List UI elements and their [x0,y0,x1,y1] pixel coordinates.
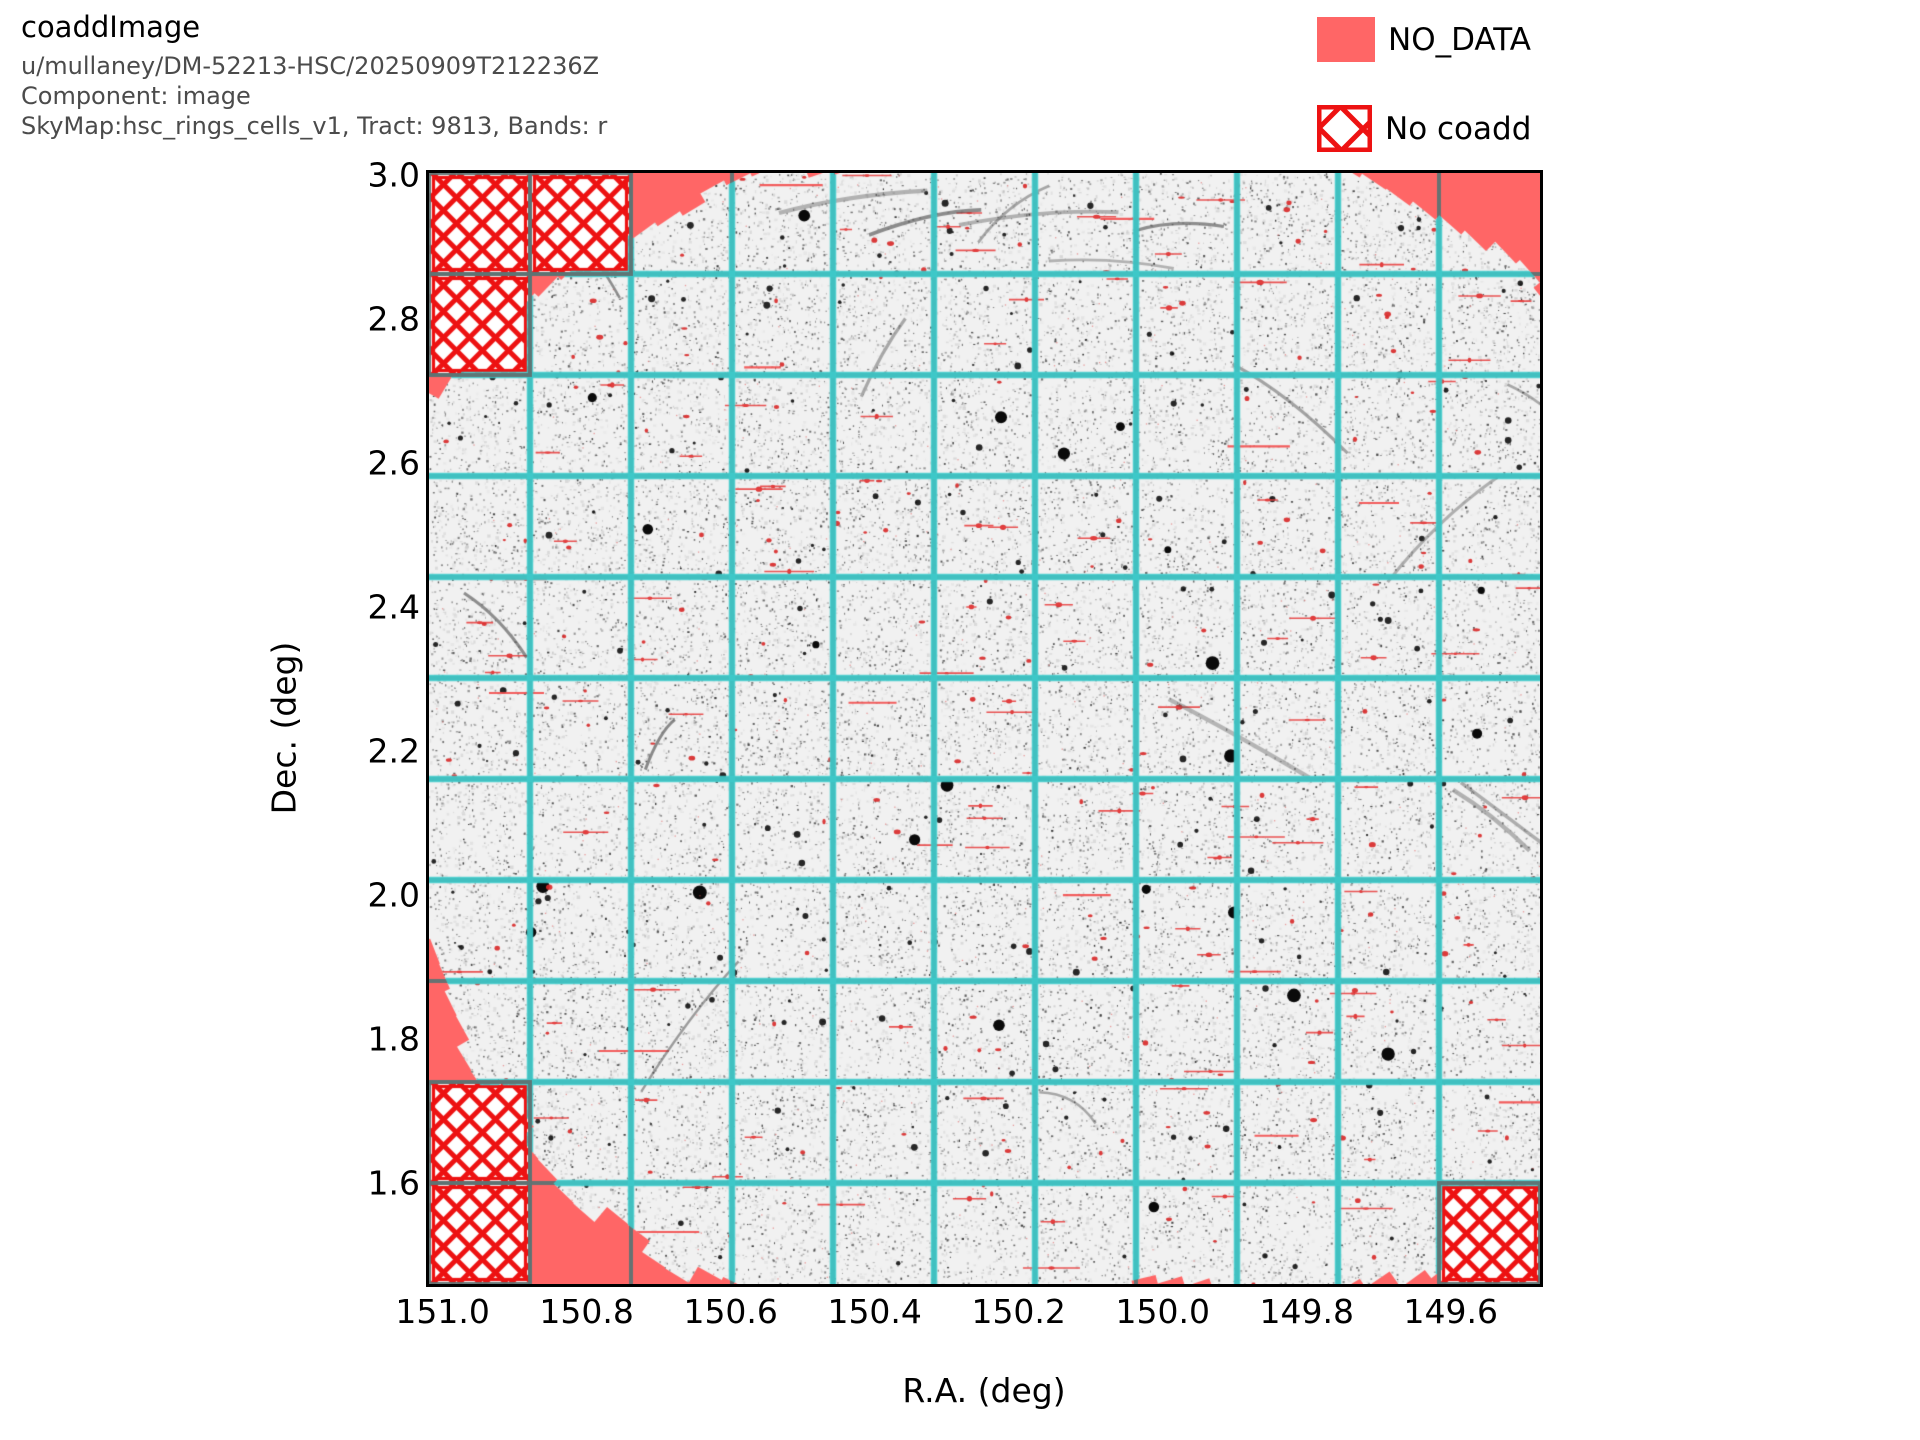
legend-item-no-data: NO_DATA [1317,17,1531,62]
coadd-image-canvas [429,173,1540,1284]
x-tick-label: 150.6 [683,1292,778,1331]
collection-path: u/mullaney/DM-52213-HSC/20250909T212236Z [21,52,600,80]
x-tick-label: 150.8 [539,1292,634,1331]
x-tick-label: 150.2 [971,1292,1066,1331]
y-tick-label: 2.4 [367,587,420,627]
x-tick-label: 150.0 [1115,1292,1210,1331]
y-axis-label: Dec. (deg) [264,641,304,815]
x-tick-label: 149.6 [1403,1292,1498,1331]
component-line: Component: image [21,82,251,110]
x-tick-label: 149.8 [1259,1292,1354,1331]
y-tick-label: 3.0 [367,155,420,195]
y-tick-label: 2.2 [367,731,420,771]
x-axis-label: R.A. (deg) [902,1371,1066,1410]
page-title: coaddImage [21,10,201,44]
plot-area [426,170,1543,1287]
x-tick-label: 151.0 [395,1292,490,1331]
legend-item-no-coadd: No coadd [1317,105,1531,152]
skymap-line: SkyMap:hsc_rings_cells_v1, Tract: 9813, … [21,112,608,140]
legend-label-no-data: NO_DATA [1388,21,1531,58]
y-tick-label: 2.8 [367,299,420,339]
no-coadd-swatch-icon [1317,105,1372,152]
legend-label-no-coadd: No coadd [1385,110,1532,147]
y-tick-label: 2.6 [367,443,420,483]
x-tick-label: 150.4 [827,1292,922,1331]
y-tick-label: 1.6 [367,1163,420,1203]
no-data-swatch-icon [1317,17,1375,62]
figure-header: coaddImage u/mullaney/DM-52213-HSC/20250… [21,10,607,141]
y-tick-label: 1.8 [367,1019,420,1059]
y-tick-label: 2.0 [367,875,420,915]
